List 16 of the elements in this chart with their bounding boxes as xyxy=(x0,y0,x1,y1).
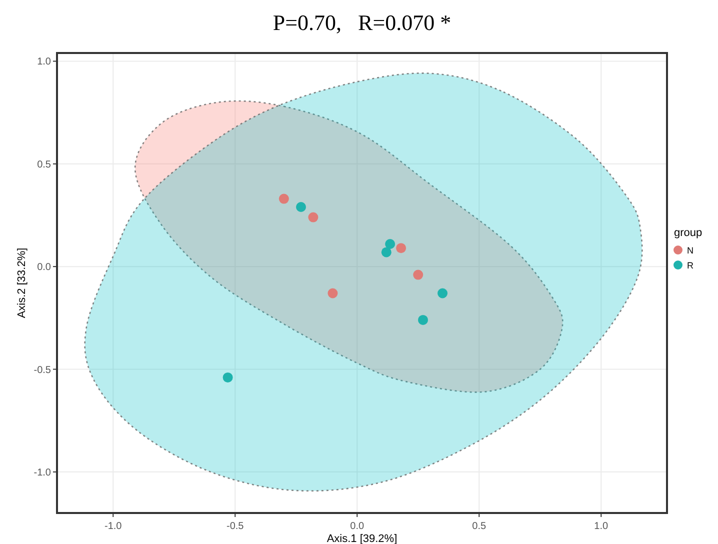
y-axis-title: Axis.2 [33.2%] xyxy=(16,248,28,318)
chart-title: P=0.70, R=0.070 * xyxy=(272,10,452,35)
x-axis-title: Axis.1 [39.2%] xyxy=(326,533,398,544)
legend-label: R xyxy=(687,260,694,270)
legend-label: N xyxy=(687,246,694,256)
x-tick-label: 1.0 xyxy=(594,521,609,532)
y-tick-label: -0.5 xyxy=(34,364,52,376)
y-tick-label: 0.5 xyxy=(37,159,52,170)
x-tick-label: -0.5 xyxy=(226,521,244,532)
y-tick-label: 0.0 xyxy=(37,262,52,274)
x-tick-label: -1.0 xyxy=(104,521,122,532)
legend-title: group xyxy=(674,227,702,239)
y-tick-label: -1.0 xyxy=(34,467,52,478)
y-tick-label: 1.0 xyxy=(37,56,52,68)
x-tick-label: 0.5 xyxy=(472,521,487,532)
x-tick-label: 0.0 xyxy=(350,521,365,532)
